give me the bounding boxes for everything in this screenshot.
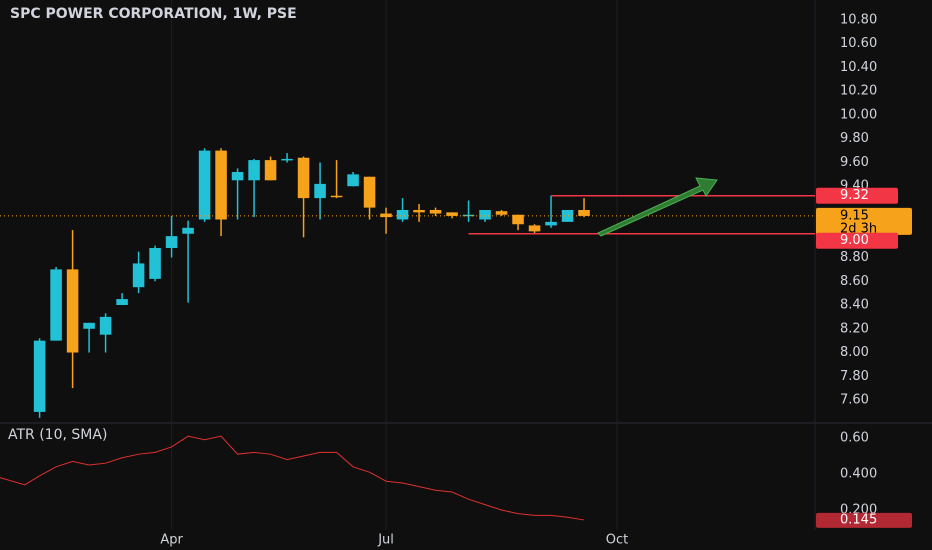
candle-body — [495, 211, 508, 215]
indicator-title: ATR (10, SMA) — [8, 427, 107, 443]
level-label-box — [816, 232, 898, 249]
candle-body — [561, 209, 574, 222]
candle-body — [264, 160, 277, 181]
atr-line — [0, 435, 585, 521]
candle-body — [429, 209, 442, 214]
y-tick-label: 10.40 — [840, 60, 877, 75]
level-label: 9.32 — [840, 188, 869, 203]
y-tick-label: 10.00 — [840, 107, 877, 122]
candle-body — [330, 195, 343, 198]
y-tick-label: 10.80 — [840, 12, 877, 27]
value-label: 0.145 — [840, 512, 877, 527]
y-tick-label: 8.00 — [840, 345, 869, 360]
marks — [0, 148, 815, 521]
candle-body — [297, 157, 310, 199]
candle-body — [33, 340, 46, 412]
last-price-label: 9.15 — [840, 208, 869, 223]
candle-body — [512, 214, 524, 225]
candle-body — [545, 221, 557, 226]
grid — [171, 0, 618, 530]
candle-body — [149, 247, 161, 279]
candle-body — [446, 212, 458, 216]
y-tick-label: 0.400 — [840, 466, 877, 481]
level-label: 9.00 — [840, 233, 869, 248]
candle-body — [66, 269, 79, 353]
y-tick-label: 0.60 — [840, 430, 869, 445]
y-tick-label: 9.80 — [840, 131, 869, 146]
candle-body — [99, 316, 112, 335]
candle-body — [578, 209, 590, 216]
last-price-box — [816, 207, 912, 235]
candle-body — [132, 263, 145, 288]
candle-body — [281, 158, 293, 161]
x-tick-label: Oct — [606, 533, 628, 548]
countdown-label: 2d 3h — [840, 221, 877, 236]
x-tick-label: Jul — [377, 533, 394, 548]
candle-body — [165, 236, 178, 248]
candle-body — [380, 213, 392, 218]
y-tick-label: 7.60 — [840, 393, 869, 408]
candle-body — [347, 174, 359, 187]
y-tick-label: 10.20 — [840, 84, 877, 99]
candle-body — [314, 183, 326, 199]
level-label-box — [816, 187, 898, 204]
candle-body — [413, 209, 425, 213]
candle-body — [396, 209, 409, 220]
y-tick-label: 8.40 — [840, 298, 869, 313]
value-label-box — [816, 512, 912, 528]
labels: 7.607.808.008.208.408.608.809.409.609.80… — [160, 12, 912, 548]
candle-body — [116, 299, 128, 306]
candle-body — [363, 176, 376, 208]
candle-body — [231, 171, 244, 181]
y-tick-label: 8.20 — [840, 321, 869, 336]
y-tick-label: 7.80 — [840, 369, 869, 384]
candle-body — [215, 150, 227, 220]
candle-body — [83, 322, 95, 329]
y-tick-label: 10.60 — [840, 36, 877, 51]
chart-title: SPC POWER CORPORATION, 1W, PSE — [10, 6, 297, 22]
candle-body — [182, 227, 194, 234]
candle-body — [248, 160, 260, 181]
y-tick-label: 9.60 — [840, 155, 869, 170]
x-tick-label: Apr — [160, 533, 183, 548]
candle-body — [50, 269, 62, 341]
arrow-drawing — [597, 177, 718, 237]
y-tick-label: 8.60 — [840, 274, 869, 289]
candle-body — [479, 209, 491, 220]
y-tick-label: 8.80 — [840, 250, 869, 265]
candle-body — [528, 225, 541, 232]
candle-body — [198, 150, 211, 220]
